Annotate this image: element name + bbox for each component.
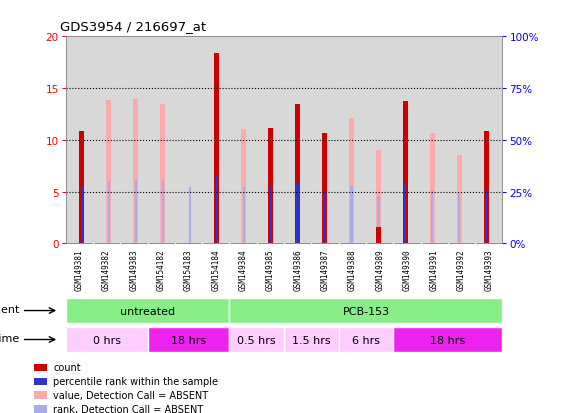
Bar bbox=[296, 184, 299, 244]
Bar bbox=[377, 196, 380, 244]
Text: 0 hrs: 0 hrs bbox=[93, 335, 120, 345]
Bar bbox=[160, 104, 165, 244]
Bar bbox=[485, 191, 488, 244]
Bar bbox=[349, 119, 354, 244]
Bar bbox=[34, 392, 47, 399]
Bar bbox=[135, 181, 137, 244]
Text: time: time bbox=[0, 333, 19, 343]
Text: GSM149383: GSM149383 bbox=[130, 249, 138, 290]
Text: GSM154184: GSM154184 bbox=[211, 249, 220, 290]
Bar bbox=[34, 364, 47, 371]
Bar bbox=[147, 328, 230, 352]
Bar bbox=[284, 328, 339, 352]
Bar bbox=[270, 187, 272, 244]
Text: GSM149381: GSM149381 bbox=[75, 249, 84, 290]
Bar bbox=[457, 156, 462, 244]
Bar bbox=[241, 130, 246, 244]
Bar bbox=[108, 182, 110, 244]
Text: GSM149387: GSM149387 bbox=[320, 249, 329, 290]
Bar bbox=[268, 129, 273, 244]
Bar bbox=[323, 192, 325, 244]
Bar bbox=[34, 377, 47, 385]
Text: rank, Detection Call = ABSENT: rank, Detection Call = ABSENT bbox=[53, 404, 203, 413]
Bar bbox=[230, 299, 502, 323]
Bar bbox=[484, 132, 489, 244]
Text: agent: agent bbox=[0, 304, 19, 314]
Bar bbox=[66, 328, 147, 352]
Text: count: count bbox=[53, 362, 81, 372]
Bar bbox=[351, 187, 352, 244]
Text: value, Detection Call = ABSENT: value, Detection Call = ABSENT bbox=[53, 390, 208, 400]
Bar bbox=[376, 151, 381, 244]
Bar bbox=[79, 132, 85, 244]
Text: GSM149390: GSM149390 bbox=[403, 249, 412, 290]
Bar bbox=[431, 191, 433, 244]
Bar bbox=[404, 185, 407, 244]
Text: GSM149392: GSM149392 bbox=[457, 249, 466, 290]
Bar bbox=[459, 194, 460, 244]
Text: 1.5 hrs: 1.5 hrs bbox=[292, 335, 331, 345]
Text: GSM149393: GSM149393 bbox=[484, 249, 493, 290]
Text: GSM149388: GSM149388 bbox=[348, 249, 357, 290]
Bar bbox=[188, 188, 191, 244]
Text: GSM154183: GSM154183 bbox=[184, 249, 193, 290]
Bar bbox=[430, 133, 435, 244]
Bar bbox=[322, 133, 327, 244]
Bar bbox=[243, 188, 245, 244]
Text: GSM149386: GSM149386 bbox=[293, 249, 302, 290]
Bar bbox=[106, 101, 111, 244]
Text: GSM149391: GSM149391 bbox=[430, 249, 439, 290]
Bar bbox=[216, 176, 218, 244]
Text: GSM149389: GSM149389 bbox=[375, 249, 384, 290]
Bar bbox=[393, 328, 502, 352]
Text: GSM149385: GSM149385 bbox=[266, 249, 275, 290]
Bar bbox=[485, 191, 488, 244]
Text: 18 hrs: 18 hrs bbox=[171, 335, 206, 345]
Text: GDS3954 / 216697_at: GDS3954 / 216697_at bbox=[60, 20, 206, 33]
Bar bbox=[214, 54, 219, 244]
Text: PCB-153: PCB-153 bbox=[343, 306, 389, 316]
Bar bbox=[339, 328, 393, 352]
Text: percentile rank within the sample: percentile rank within the sample bbox=[53, 376, 218, 386]
Bar bbox=[81, 187, 83, 244]
Text: GSM154182: GSM154182 bbox=[156, 249, 166, 290]
Text: 6 hrs: 6 hrs bbox=[352, 335, 380, 345]
Bar bbox=[134, 100, 138, 244]
Text: GSM149384: GSM149384 bbox=[239, 249, 248, 290]
Bar bbox=[34, 406, 47, 413]
Text: 18 hrs: 18 hrs bbox=[431, 335, 465, 345]
Bar bbox=[162, 182, 164, 244]
Bar bbox=[403, 102, 408, 244]
Bar bbox=[230, 328, 284, 352]
Bar bbox=[295, 104, 300, 244]
Text: GSM149382: GSM149382 bbox=[102, 249, 111, 290]
Text: 0.5 hrs: 0.5 hrs bbox=[238, 335, 276, 345]
Text: untreated: untreated bbox=[120, 306, 175, 316]
Bar bbox=[376, 227, 381, 244]
Bar bbox=[66, 299, 230, 323]
